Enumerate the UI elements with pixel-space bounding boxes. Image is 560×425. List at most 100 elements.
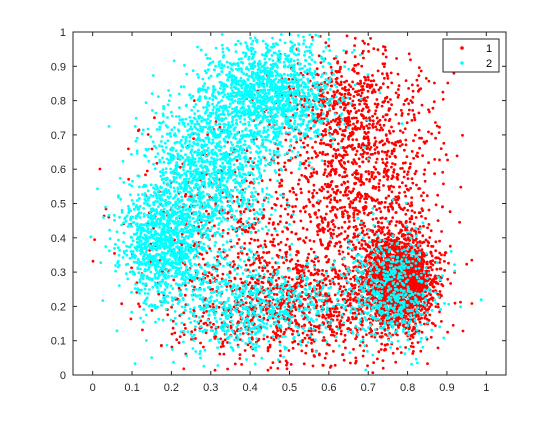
data-point xyxy=(406,170,410,174)
data-point xyxy=(373,102,377,106)
data-point xyxy=(411,109,415,112)
data-point xyxy=(331,104,335,108)
data-point xyxy=(443,259,446,263)
data-point xyxy=(255,250,259,254)
data-point xyxy=(440,230,443,233)
data-point xyxy=(459,185,463,189)
data-point xyxy=(470,258,474,262)
data-point xyxy=(376,357,379,361)
data-point xyxy=(354,361,357,365)
data-point xyxy=(343,205,346,209)
data-point xyxy=(380,139,384,143)
data-point xyxy=(425,194,429,198)
data-point xyxy=(317,314,321,318)
data-point xyxy=(238,353,242,356)
data-point xyxy=(322,122,325,125)
data-point xyxy=(365,276,368,279)
data-point xyxy=(150,309,154,312)
data-point xyxy=(246,283,250,286)
data-point xyxy=(309,273,313,277)
data-point xyxy=(332,314,336,317)
data-point xyxy=(418,240,422,243)
data-point xyxy=(438,310,441,314)
data-point xyxy=(365,197,369,201)
data-point xyxy=(367,159,371,163)
data-point xyxy=(333,172,337,176)
data-point xyxy=(294,262,298,266)
data-point xyxy=(294,266,298,270)
data-point xyxy=(399,129,402,133)
data-point xyxy=(371,119,375,123)
data-point xyxy=(371,122,375,126)
data-point xyxy=(271,265,274,269)
data-point xyxy=(319,242,323,246)
data-point xyxy=(312,183,316,187)
data-point xyxy=(323,162,327,166)
data-point xyxy=(239,277,243,281)
data-point xyxy=(340,226,344,229)
data-point xyxy=(412,332,416,336)
data-point xyxy=(401,131,405,134)
data-point xyxy=(424,77,428,80)
data-point xyxy=(390,201,394,205)
data-point xyxy=(335,332,339,335)
data-point xyxy=(282,299,286,303)
data-point xyxy=(221,272,225,276)
data-point xyxy=(418,146,421,150)
data-point xyxy=(357,241,361,245)
data-point xyxy=(380,200,384,204)
data-point xyxy=(350,282,353,286)
data-point xyxy=(248,296,252,299)
data-point xyxy=(258,258,261,262)
data-point xyxy=(327,185,331,189)
data-point xyxy=(331,263,335,266)
data-point xyxy=(274,190,278,194)
data-point xyxy=(299,219,303,223)
data-point xyxy=(436,193,440,197)
data-point xyxy=(284,275,287,279)
data-point xyxy=(335,325,339,328)
data-point xyxy=(222,352,226,356)
data-point xyxy=(232,260,235,263)
data-point xyxy=(377,172,381,176)
data-point xyxy=(365,124,369,128)
data-point xyxy=(359,298,363,302)
data-point xyxy=(173,331,177,335)
data-point xyxy=(358,165,361,168)
data-point xyxy=(143,287,147,291)
data-point xyxy=(400,223,404,226)
data-point xyxy=(324,41,328,45)
data-point xyxy=(378,123,382,127)
data-point xyxy=(337,159,341,163)
data-point xyxy=(336,318,339,322)
data-point xyxy=(317,326,321,330)
data-point xyxy=(379,210,383,214)
data-point xyxy=(360,243,364,246)
data-point xyxy=(335,185,339,188)
data-point xyxy=(230,245,234,249)
data-point xyxy=(249,237,253,241)
data-point xyxy=(312,273,315,277)
data-point xyxy=(413,116,416,119)
data-point xyxy=(335,155,339,159)
data-point xyxy=(182,333,186,336)
data-point xyxy=(346,327,350,331)
data-point xyxy=(416,241,419,244)
data-point xyxy=(353,286,357,290)
data-point xyxy=(291,205,294,209)
data-point xyxy=(352,275,355,279)
data-point xyxy=(395,220,399,224)
data-point xyxy=(351,243,355,247)
data-point xyxy=(346,210,349,214)
data-point xyxy=(407,112,410,116)
data-point xyxy=(284,243,288,247)
data-point xyxy=(345,153,349,157)
data-point xyxy=(347,144,350,148)
data-point xyxy=(366,243,370,247)
data-point xyxy=(374,167,378,171)
data-point xyxy=(438,125,441,129)
data-point xyxy=(350,240,353,244)
data-point xyxy=(382,175,386,179)
data-point xyxy=(386,74,389,78)
data-point xyxy=(275,293,279,296)
